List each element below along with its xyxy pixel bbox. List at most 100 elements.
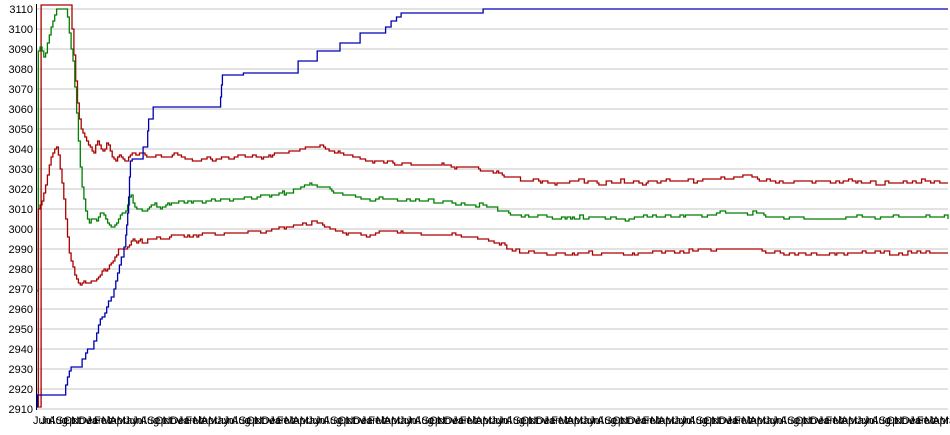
x-axis-tick-label: Jul (132, 415, 146, 427)
x-axis-tick-label: Oct (338, 415, 355, 427)
x-axis-tick-label: May (117, 415, 138, 427)
x-axis-tick-label: Feb (277, 415, 296, 427)
y-axis-tick-label: 2970 (9, 284, 33, 296)
x-axis-tick-label: Feb (94, 415, 113, 427)
y-axis-tick-label: 3070 (9, 84, 33, 96)
x-axis-tick-label: Jul (864, 415, 878, 427)
x-axis-tick-label: Jul (589, 415, 603, 427)
x-axis-tick-label: Nov (620, 415, 640, 427)
x-axis-tick-label: Apr (932, 415, 949, 427)
x-axis-tick-label: Jun (33, 415, 51, 427)
x-axis-tick-label: Aug (871, 415, 891, 427)
x-axis-tick-label: Aug (414, 415, 434, 427)
upper-band-path (39, 4, 948, 408)
x-axis-tick-label: Feb (460, 415, 479, 427)
x-axis-tick-label: Jul (406, 415, 420, 427)
x-axis-tick-label: Jul (681, 415, 695, 427)
x-axis-tick-label: Apr (658, 415, 675, 427)
x-axis-tick-label: Jun (490, 415, 508, 427)
x-axis-tick-label: Apr (292, 415, 309, 427)
x-axis-tick-label: Aug (780, 415, 800, 427)
x-axis-tick-label: Nov (894, 415, 914, 427)
y-axis-tick-label: 2930 (9, 364, 33, 376)
x-axis-tick-label: Jan (361, 415, 379, 427)
x-axis-tick-label: Mar (742, 415, 761, 427)
x-axis-tick-label: Sep (696, 415, 716, 427)
x-axis-tick-label: Oct (795, 415, 812, 427)
x-axis-tick-label: Oct (886, 415, 903, 427)
x-axis-tick-label: Dec (719, 415, 739, 427)
x-axis-tick-label: Nov (163, 415, 183, 427)
x-axis-tick-label: Jul (772, 415, 786, 427)
x-axis-tick-label: Jan (635, 415, 653, 427)
x-axis-tick-label: Feb (368, 415, 387, 427)
x-axis-tick-label: Nov (803, 415, 823, 427)
x-axis-tick-label: Jul (224, 415, 238, 427)
x-axis-tick-label: Mar (559, 415, 578, 427)
y-axis-tick-label: 3040 (9, 144, 33, 156)
x-axis-tick-label: May (940, 415, 950, 427)
x-axis-tick-label: May (574, 415, 595, 427)
x-axis-tick-label: Feb (826, 415, 845, 427)
y-axis-tick-label: 2980 (9, 264, 33, 276)
x-axis-tick-label: Jun (856, 415, 874, 427)
x-axis-tick-label: Mar (650, 415, 669, 427)
y-axis-tick-label: 3060 (9, 104, 33, 116)
y-axis-tick-label: 2920 (9, 384, 33, 396)
x-axis-tick-label: Oct (155, 415, 172, 427)
x-axis-tick-label: Nov (528, 415, 548, 427)
x-axis-tick-label: Dec (262, 415, 282, 427)
x-axis-tick-label: Jun (399, 415, 417, 427)
y-axis-tick-label: 2990 (9, 244, 33, 256)
x-axis-tick-label: Aug (323, 415, 343, 427)
x-axis-tick-label: Oct (64, 415, 81, 427)
x-axis-tick-label: Jan (452, 415, 470, 427)
y-axis-tick-label: 2910 (9, 404, 33, 416)
x-axis-tick-label: Sep (879, 415, 899, 427)
x-axis-tick-label: Jan (726, 415, 744, 427)
x-axis-tick-label: Apr (475, 415, 492, 427)
middle-line-path (36, 8, 949, 292)
x-axis-tick-label: Feb (734, 415, 753, 427)
x-axis-tick-label: May (848, 415, 869, 427)
x-axis-tick-label: Dec (902, 415, 922, 427)
x-axis-tick-label: Dec (536, 415, 556, 427)
x-axis-tick-label: Dec (810, 415, 830, 427)
x-axis-tick-label: Mar (193, 415, 212, 427)
y-axis-tick-label: 3020 (9, 184, 33, 196)
x-axis-tick-label: Nov (254, 415, 274, 427)
y-axis-tick-label: 2950 (9, 324, 33, 336)
x-axis-tick-label: Mar (102, 415, 121, 427)
y-axis-tick-label: 3090 (9, 44, 33, 56)
x-axis-tick-label: Sep (330, 415, 350, 427)
x-axis-tick-label: Jan (909, 415, 927, 427)
x-axis-tick-label: Jul (498, 415, 512, 427)
x-axis-tick-label: Jan (269, 415, 287, 427)
x-axis-tick-label: Jun (124, 415, 142, 427)
x-axis-tick-label: Jan (178, 415, 196, 427)
x-axis-tick-label: Feb (643, 415, 662, 427)
y-axis-tick-label: 3100 (9, 24, 33, 36)
x-axis-tick-label: Jul (41, 415, 55, 427)
x-axis-tick-label: Dec (353, 415, 373, 427)
x-axis-tick-label: Oct (246, 415, 263, 427)
x-axis-tick-label: Aug (505, 415, 525, 427)
x-axis-tick-label: May (208, 415, 229, 427)
x-axis-tick-label: Jan (544, 415, 562, 427)
x-axis-tick-label: Sep (513, 415, 533, 427)
x-axis-tick-label: Nov (345, 415, 365, 427)
x-axis-tick-label: Dec (627, 415, 647, 427)
x-axis-tick-label: Oct (521, 415, 538, 427)
x-axis-tick-label: Jun (307, 415, 325, 427)
x-axis-tick-label: Aug (140, 415, 160, 427)
x-axis-tick-label: Mar (833, 415, 852, 427)
x-axis-tick-label: Nov (437, 415, 457, 427)
x-axis-tick-label: Apr (201, 415, 218, 427)
x-axis-tick-label: Mar (285, 415, 304, 427)
y-axis-tick-label: 3080 (9, 64, 33, 76)
x-axis-tick-label: Mar (467, 415, 486, 427)
x-axis-tick-label: May (391, 415, 412, 427)
x-axis-tick-label: Mar (376, 415, 395, 427)
x-axis-tick-label: Sep (147, 415, 167, 427)
